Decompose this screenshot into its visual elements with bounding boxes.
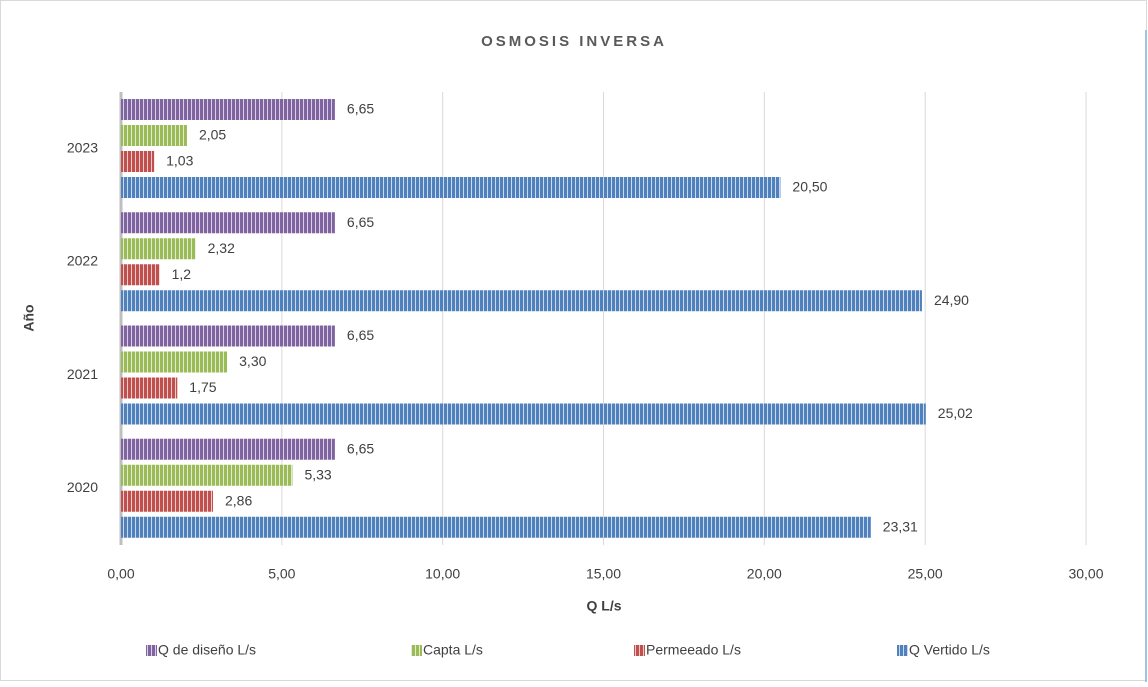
bar <box>121 151 155 172</box>
bar <box>121 464 293 486</box>
legend-swatch <box>146 645 157 656</box>
value-label: 2,32 <box>208 240 235 256</box>
x-tick-label: 20,00 <box>747 566 782 582</box>
bar <box>121 212 335 234</box>
bar <box>121 516 871 538</box>
value-label: 1,03 <box>166 153 193 169</box>
value-label: 25,02 <box>938 405 973 421</box>
legend-label: Capta L/s <box>423 642 483 658</box>
value-label: 6,65 <box>347 327 374 343</box>
y-tick-label: 2020 <box>67 479 98 495</box>
x-tick-label: 10,00 <box>425 566 460 582</box>
x-axis-title: Q L/s <box>586 598 621 614</box>
bar <box>121 264 160 286</box>
bar <box>121 438 335 460</box>
legend-swatch <box>897 645 908 656</box>
value-label: 2,86 <box>225 492 252 508</box>
bar <box>121 490 213 512</box>
y-tick-label: 2023 <box>67 139 98 155</box>
legend-label: Q de diseño L/s <box>158 642 256 658</box>
bar <box>121 177 781 198</box>
legend-label: Permeeado L/s <box>646 642 741 658</box>
bar <box>121 125 187 146</box>
value-label: 24,90 <box>934 292 969 308</box>
bar <box>121 238 196 260</box>
value-label: 23,31 <box>883 518 918 534</box>
y-axis-title: Año <box>21 304 37 331</box>
chart-title: OSMOSIS INVERSA <box>481 33 667 50</box>
value-label: 3,30 <box>239 353 266 369</box>
x-tick-label: 0,00 <box>107 566 134 582</box>
bar <box>121 403 926 425</box>
x-tick-label: 30,00 <box>1068 566 1103 582</box>
legend-label: Q Vertido L/s <box>909 642 990 658</box>
value-label: 1,2 <box>172 266 192 282</box>
bar <box>121 351 228 373</box>
value-label: 2,05 <box>199 127 226 143</box>
bar <box>121 290 922 312</box>
x-tick-label: 5,00 <box>268 566 295 582</box>
value-label: 6,65 <box>347 440 374 456</box>
y-tick-label: 2021 <box>67 366 98 382</box>
legend-swatch <box>411 645 422 656</box>
value-label: 6,65 <box>347 214 374 230</box>
bar <box>121 99 335 120</box>
value-label: 5,33 <box>304 466 331 482</box>
y-tick-label: 2022 <box>67 253 98 269</box>
bar <box>121 377 178 399</box>
x-tick-label: 25,00 <box>908 566 943 582</box>
value-label: 6,65 <box>347 101 374 117</box>
bar <box>121 325 335 347</box>
legend-swatch <box>634 645 645 656</box>
value-label: 20,50 <box>792 179 827 195</box>
x-tick-label: 15,00 <box>586 566 621 582</box>
value-label: 1,75 <box>189 379 216 395</box>
